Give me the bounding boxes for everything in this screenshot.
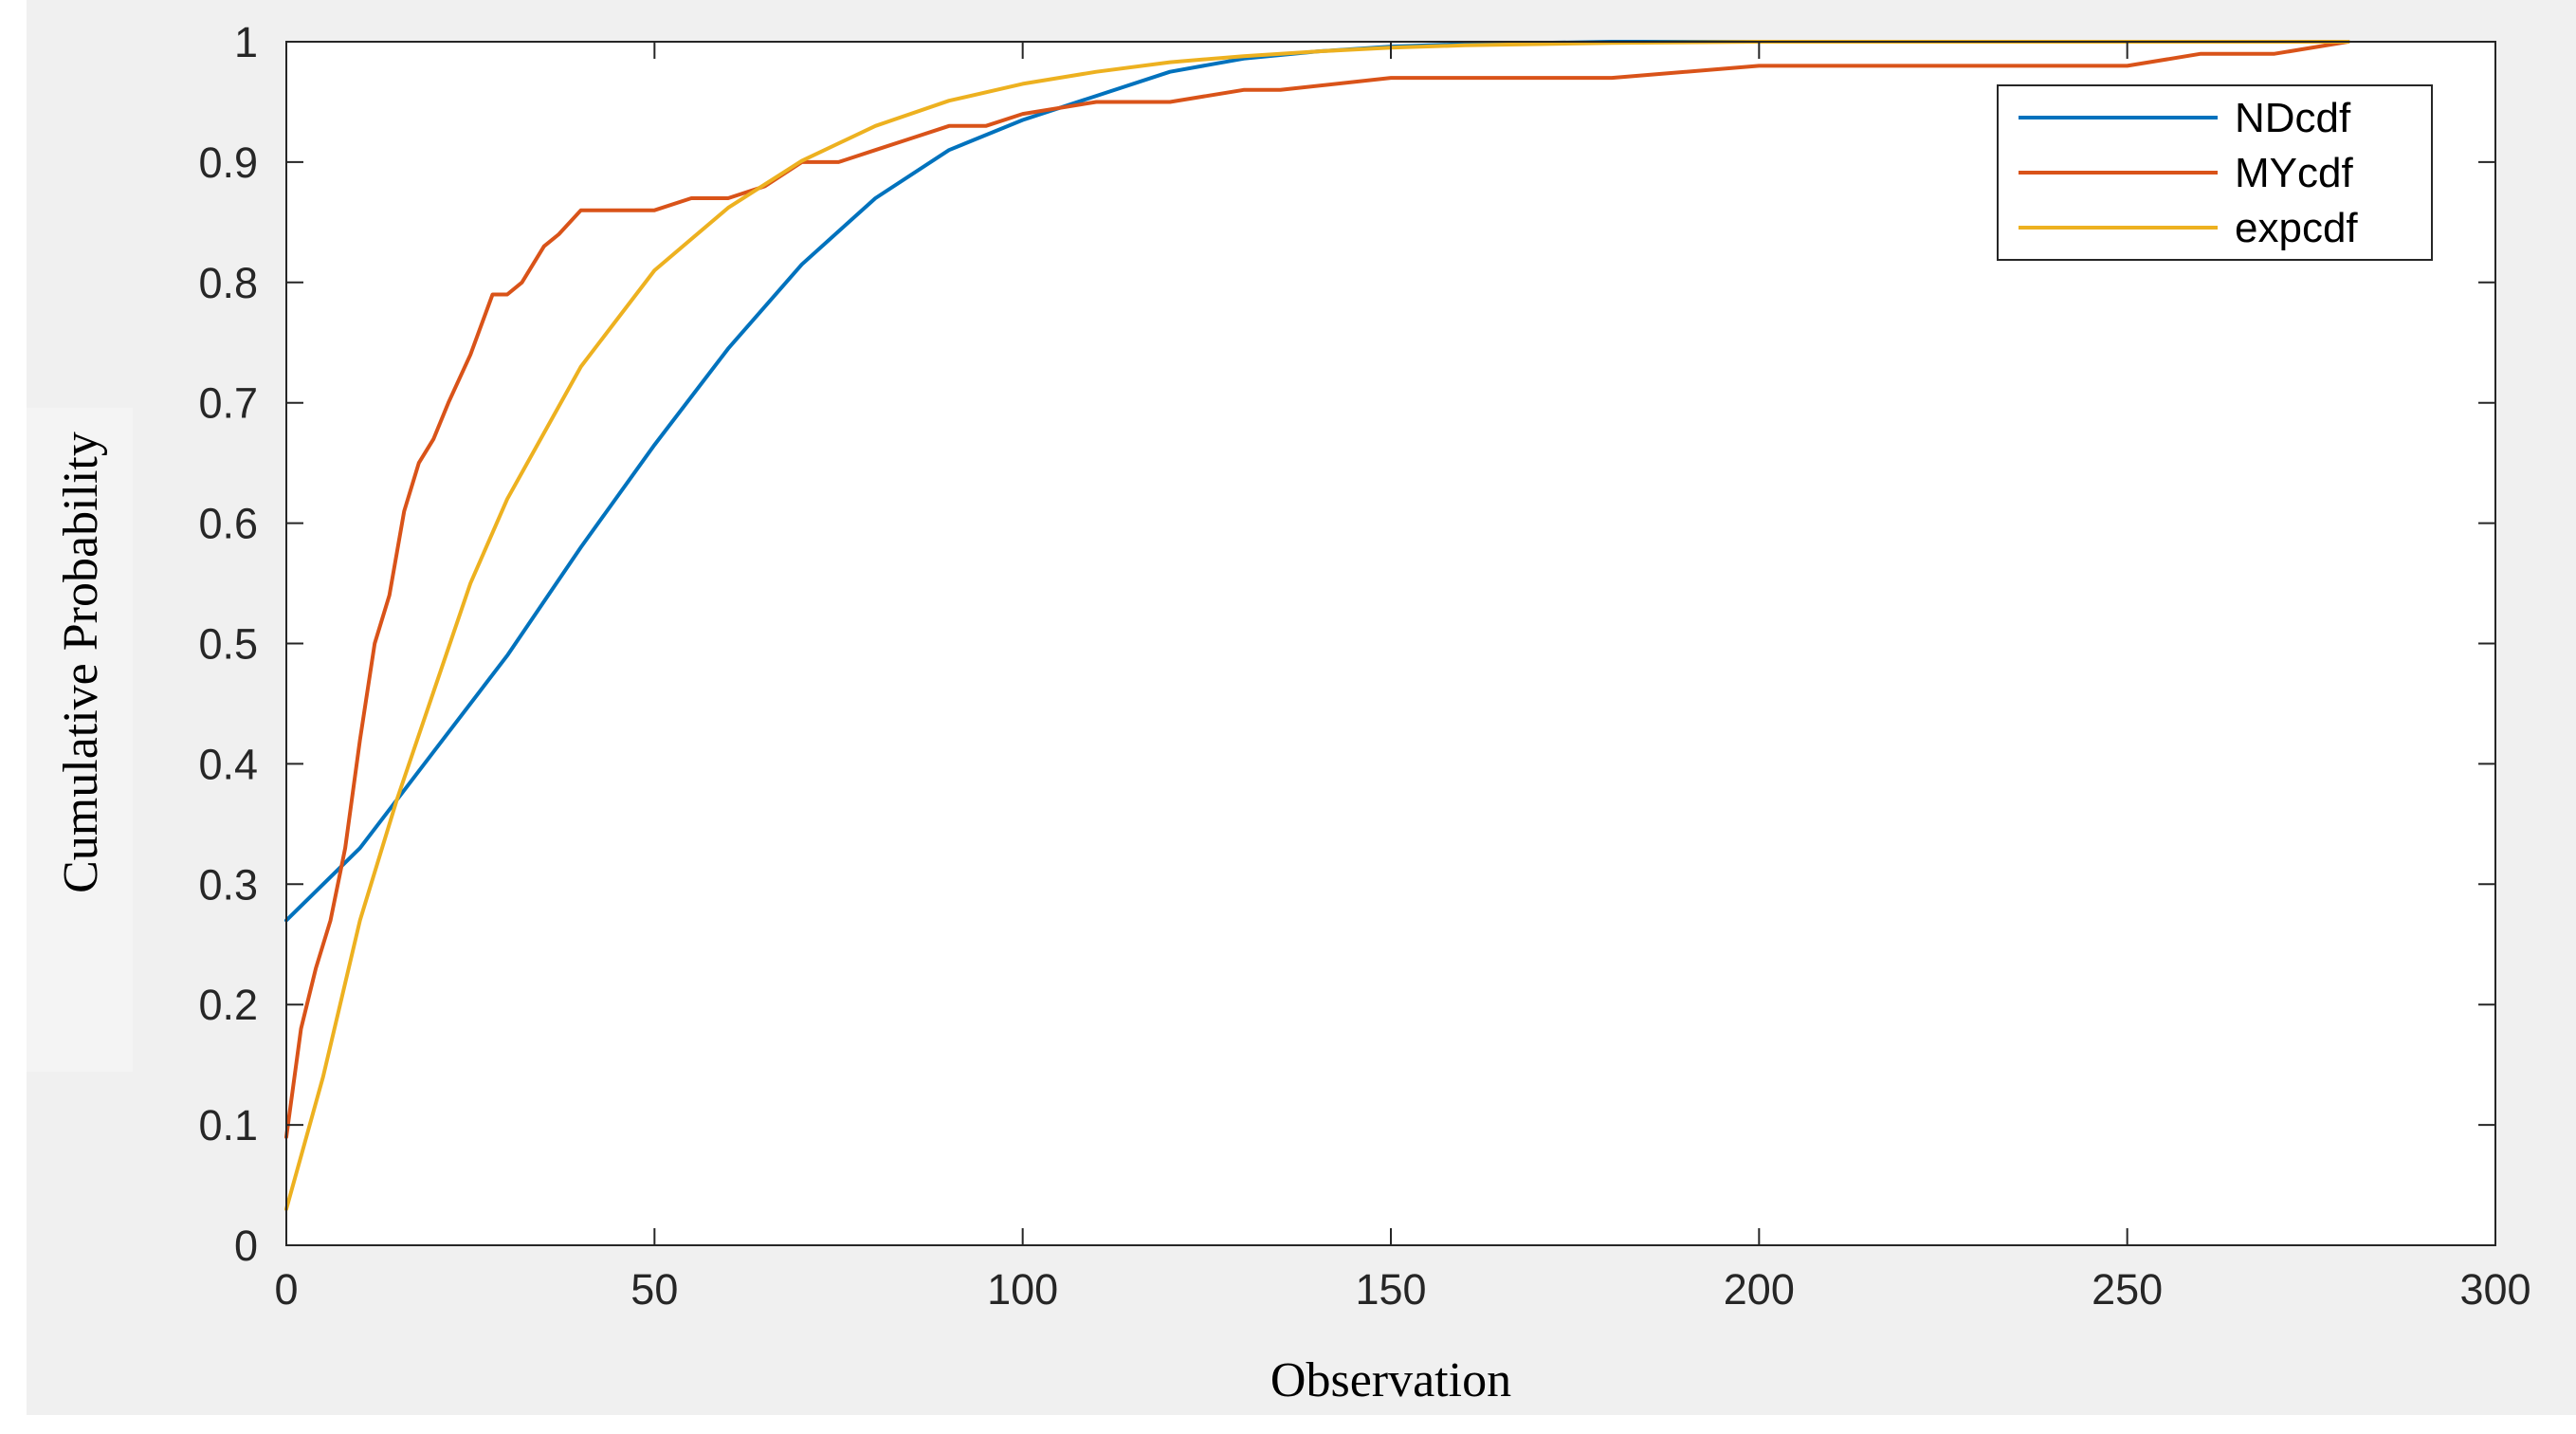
- x-tick-label: 250: [2092, 1265, 2163, 1314]
- y-tick-label: 0.6: [198, 500, 258, 548]
- y-tick-label: 0.5: [198, 620, 258, 669]
- x-tick-label: 300: [2459, 1265, 2530, 1314]
- legend-label-MYcdf: MYcdf: [2235, 150, 2353, 196]
- y-tick-label: 0.1: [198, 1101, 258, 1149]
- series-line-MYcdf: [284, 40, 2350, 1139]
- legend-label-NDcdf: NDcdf: [2235, 95, 2351, 141]
- x-tick-label: 200: [1724, 1265, 1795, 1314]
- x-tick-label: 50: [630, 1265, 678, 1314]
- y-tick-label: 0.7: [198, 379, 258, 428]
- legend-label-expcdf: expcdf: [2235, 205, 2358, 251]
- x-tick-label: 150: [1355, 1265, 1426, 1314]
- axis-ticks: [285, 41, 2496, 1246]
- y-tick-label: 0.4: [198, 740, 258, 788]
- y-tick-labels: 0 0.1 0.2 0.3 0.4 0.5 0.6 0.7 0.8 0.9 1: [198, 18, 258, 1270]
- x-axis-title: Observation: [1270, 1353, 1511, 1407]
- y-tick-label: 0.2: [198, 981, 258, 1029]
- y-tick-label: 0: [234, 1222, 258, 1270]
- x-tick-label: 100: [987, 1265, 1058, 1314]
- legend-items: NDcdf MYcdf expcdf: [2019, 95, 2358, 251]
- y-tick-label: 0.9: [198, 138, 258, 187]
- y-tick-label: 0.8: [198, 259, 258, 307]
- x-tick-labels: 0 50 100 150 200 250 300: [274, 1265, 2530, 1314]
- y-axis-title: Cumulative Probability: [54, 432, 108, 893]
- y-tick-label: 0.3: [198, 860, 258, 909]
- y-tick-label: 1: [234, 18, 258, 66]
- ylabel-band: [27, 408, 133, 1072]
- legend: NDcdf MYcdf expcdf: [1997, 84, 2433, 261]
- x-tick-label: 0: [274, 1265, 298, 1314]
